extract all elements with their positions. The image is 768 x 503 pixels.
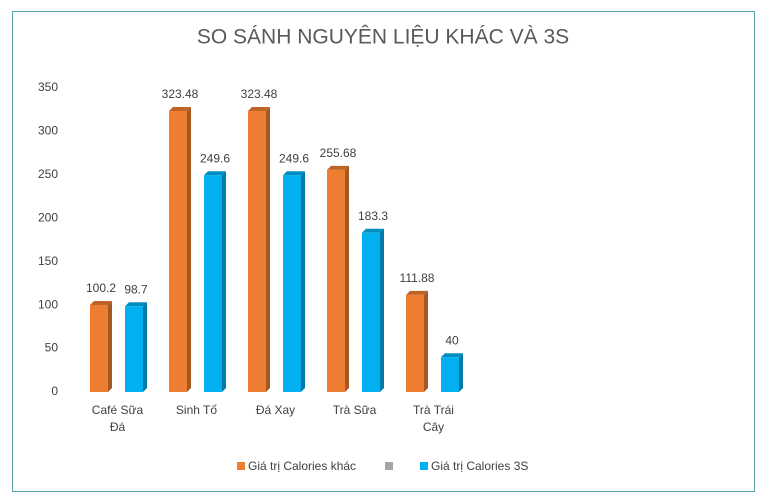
data-label: 111.88: [400, 271, 435, 285]
legend-label: Giá trị Calories 3S: [431, 459, 528, 473]
x-tick-label: Café Sữa Đá: [91, 403, 144, 434]
bar: [283, 175, 301, 392]
bar-top: [441, 353, 463, 358]
data-label: 323.48: [162, 87, 199, 101]
y-tick-label: 100: [38, 297, 58, 311]
bar-side: [108, 300, 112, 392]
bar-side: [266, 107, 270, 392]
bar: [204, 175, 222, 392]
data-label: 98.7: [124, 282, 148, 296]
data-label: 183.3: [358, 209, 388, 223]
data-label: 255.68: [320, 146, 357, 160]
x-tick-label: Trà Sữa: [332, 403, 377, 417]
bar-top: [125, 302, 147, 307]
bar-side: [424, 290, 428, 392]
chart-title: SO SÁNH NGUYÊN LIỆU KHÁC VÀ 3S: [197, 26, 569, 49]
y-tick-label: 150: [38, 254, 58, 268]
y-tick-label: 200: [38, 210, 58, 224]
bar-top: [90, 300, 112, 305]
y-tick-label: 350: [38, 80, 58, 94]
y-tick-label: 0: [51, 384, 58, 398]
bar-top: [169, 107, 191, 112]
bar-side: [187, 107, 191, 392]
bar: [406, 294, 424, 392]
legend-swatch: [420, 462, 428, 470]
bar-side: [143, 302, 147, 392]
bar-side: [301, 171, 305, 392]
x-tick-label: Đá Xay: [255, 403, 296, 417]
data-label: 40: [445, 333, 459, 347]
y-tick-label: 50: [45, 341, 59, 355]
y-tick-label: 300: [38, 124, 58, 138]
bar: [441, 357, 459, 392]
bar: [125, 306, 143, 392]
x-tick-label: Sinh Tố: [175, 403, 218, 417]
bar-side: [380, 228, 384, 392]
bar: [248, 111, 266, 392]
bar-side: [459, 353, 463, 392]
legend-swatch: [385, 462, 393, 470]
bar-top: [283, 171, 305, 176]
bar-top: [362, 228, 384, 233]
bar-side: [345, 165, 349, 392]
bar: [362, 232, 380, 392]
legend-label: Giá trị Calories khác: [248, 459, 356, 473]
bar: [327, 169, 345, 392]
data-label: 249.6: [279, 151, 309, 165]
bar-top: [248, 107, 270, 112]
bar-top: [406, 290, 428, 295]
data-label: 249.6: [200, 151, 230, 165]
bar-top: [327, 165, 349, 170]
x-tick-label: Trà Trái Cây: [413, 403, 454, 434]
bar-side: [222, 171, 226, 392]
bar: [169, 111, 187, 392]
y-tick-label: 250: [38, 167, 58, 181]
bar: [90, 304, 108, 392]
bar-top: [204, 171, 226, 176]
data-label: 323.48: [241, 87, 278, 101]
legend-swatch: [237, 462, 245, 470]
data-label: 100.2: [86, 281, 116, 295]
